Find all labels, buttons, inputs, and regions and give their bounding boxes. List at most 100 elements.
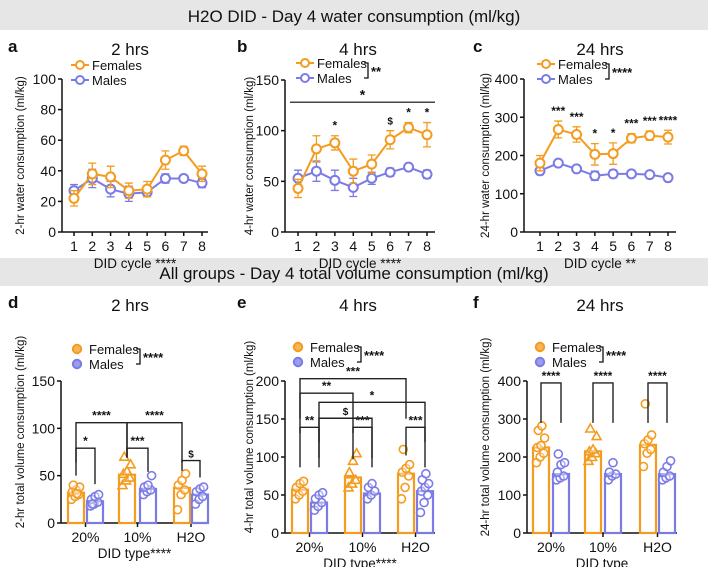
- significance-label: *: [333, 119, 338, 133]
- y-tick-label: 20: [40, 193, 56, 209]
- y-tick-label: 200: [495, 148, 519, 164]
- data-point: [644, 130, 656, 142]
- y-tick-label: 300: [498, 411, 522, 427]
- x-axis-label: DID cycle ****: [94, 256, 177, 271]
- data-point: [403, 122, 415, 134]
- panel-title: 2 hrs: [111, 296, 149, 315]
- data-point: [366, 158, 378, 170]
- x-tick-label: 6: [162, 238, 170, 254]
- data-point: [534, 157, 546, 169]
- x-tick-label: 10%: [123, 529, 151, 545]
- y-tick-label: 100: [495, 186, 519, 202]
- data-point: [347, 165, 359, 177]
- series-females: [290, 444, 416, 535]
- data-point: [329, 137, 341, 149]
- significance-label: ***: [346, 365, 360, 379]
- data-point: [665, 455, 676, 466]
- legend-label-females: Females: [92, 58, 142, 73]
- data-point: [645, 444, 656, 455]
- data-point: [559, 457, 570, 468]
- data-point: [604, 467, 615, 478]
- data-point: [638, 461, 649, 472]
- banner-top-title: H2O DID - Day 4 water consumption (ml/kg…: [188, 7, 521, 26]
- legend-marker-males: [71, 358, 83, 370]
- y-tick-label: 0: [47, 515, 55, 531]
- data-point: [141, 183, 153, 195]
- significance-label: ****: [542, 369, 561, 383]
- x-tick-label: 8: [423, 238, 431, 254]
- y-tick-label: 150: [256, 72, 280, 88]
- data-point: [384, 134, 396, 146]
- x-axis-label: DID cycle ****: [319, 256, 402, 271]
- y-tick-label: 200: [256, 373, 280, 389]
- significance-label: ****: [659, 113, 678, 127]
- series-males: [309, 468, 435, 535]
- significance-label: ***: [130, 434, 144, 448]
- significance-label: $: [387, 117, 393, 128]
- y-tick-label: 100: [498, 487, 522, 503]
- banner-top: [0, 0, 708, 30]
- legend-marker-males: [300, 73, 310, 83]
- significance-label: *: [425, 106, 430, 120]
- y-axis-label: 2-hr total volume consumption (ml/kg): [15, 336, 27, 529]
- data-point: [329, 174, 341, 186]
- y-tick-label: 0: [48, 224, 56, 240]
- legend-marker-females: [541, 59, 551, 69]
- data-point: [180, 468, 191, 479]
- data-point: [400, 482, 410, 493]
- y-axis-label: 24-hr water consumption (ml/kg): [480, 73, 492, 238]
- significance-label: ***: [570, 110, 584, 124]
- data-point: [590, 429, 603, 441]
- significance-label: $: [188, 450, 194, 461]
- legend-sig-bracket: [364, 62, 369, 79]
- x-tick-label: 20%: [295, 539, 323, 555]
- y-tick-label: 80: [40, 102, 56, 118]
- significance-label: ****: [648, 369, 667, 383]
- data-point: [179, 485, 190, 495]
- data-point: [124, 458, 137, 469]
- panel-a: a 2 hrs 2-hr water consumption (ml/kg) 0 20 4…: [8, 37, 208, 271]
- x-tick-label: 6: [628, 238, 636, 254]
- data-point: [366, 172, 378, 184]
- y-tick-label: 400: [495, 71, 519, 87]
- data-point: [552, 467, 563, 478]
- data-point: [662, 172, 674, 184]
- data-point: [571, 163, 583, 175]
- panel-title: 4 hrs: [339, 40, 377, 59]
- panel-title: 4 hrs: [339, 296, 377, 315]
- series-females: [66, 450, 192, 525]
- data-point: [539, 433, 550, 443]
- data-point: [347, 454, 359, 466]
- data-point: [310, 143, 322, 155]
- x-tick-label: 10%: [589, 539, 617, 555]
- y-tick-label: 0: [510, 224, 518, 240]
- data-point: [384, 166, 396, 178]
- x-tick-label: 4: [125, 238, 133, 254]
- x-tick-label: H2O: [177, 529, 206, 545]
- y-axis-label: 2-hr water consumption (ml/kg): [15, 76, 27, 235]
- x-tick-label: 5: [609, 238, 617, 254]
- series-line: [297, 126, 428, 189]
- panel-title: 2 hrs: [111, 40, 149, 59]
- y-tick-label: 100: [32, 420, 56, 436]
- panel-f: f 24 hrs 24-hr total volume consumption (m…: [473, 293, 677, 567]
- x-tick-label: 4: [349, 238, 357, 254]
- significance-bracket: [592, 382, 614, 423]
- panel-c: c 24 hrs 24-hr water consumption (ml/kg) 0 1…: [473, 37, 678, 271]
- x-tick-label: 3: [573, 238, 581, 254]
- panel-label: e: [237, 293, 246, 312]
- x-tick-label: 2: [313, 238, 321, 254]
- data-point: [310, 165, 322, 177]
- data-point: [298, 476, 309, 487]
- data-point: [105, 171, 117, 183]
- x-tick-label: H2O: [643, 539, 672, 555]
- data-point: [68, 192, 80, 204]
- significance-bracket: [299, 378, 407, 419]
- x-tick-label: 4: [591, 238, 599, 254]
- significance-bracket: [126, 421, 183, 463]
- y-tick-label: 100: [33, 71, 57, 87]
- significance-label: **: [322, 379, 332, 393]
- data-point: [86, 168, 98, 180]
- significance-label: *: [370, 388, 375, 402]
